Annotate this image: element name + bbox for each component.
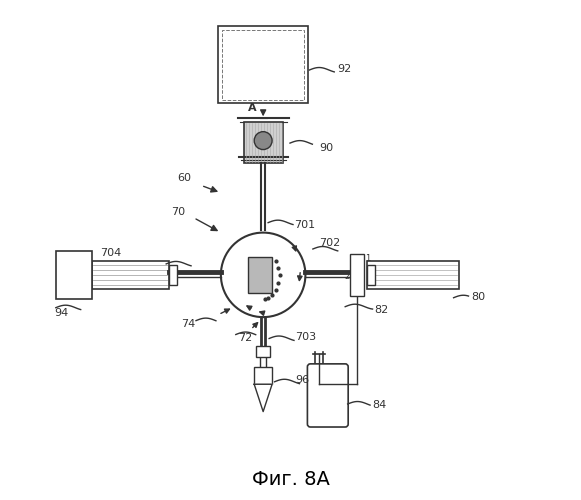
FancyBboxPatch shape — [256, 346, 270, 357]
FancyBboxPatch shape — [307, 364, 348, 427]
Text: Фиг. 8A: Фиг. 8A — [252, 470, 329, 489]
Polygon shape — [254, 384, 272, 411]
FancyBboxPatch shape — [56, 251, 92, 298]
Text: 702: 702 — [320, 238, 340, 248]
FancyBboxPatch shape — [254, 367, 272, 384]
Text: 2: 2 — [344, 272, 349, 281]
Text: 60: 60 — [177, 174, 191, 184]
Text: 84: 84 — [372, 400, 387, 410]
Text: A: A — [248, 104, 257, 114]
Text: 704: 704 — [101, 248, 122, 258]
Text: 703: 703 — [296, 332, 317, 342]
Text: 1: 1 — [365, 254, 370, 264]
FancyBboxPatch shape — [244, 122, 282, 163]
Text: 701: 701 — [295, 220, 315, 230]
FancyBboxPatch shape — [218, 26, 308, 104]
Text: 70: 70 — [171, 207, 185, 217]
FancyBboxPatch shape — [92, 261, 168, 289]
Text: 72: 72 — [238, 333, 253, 343]
Text: 96: 96 — [296, 375, 310, 385]
FancyBboxPatch shape — [168, 265, 177, 285]
Text: 82: 82 — [374, 305, 388, 315]
FancyBboxPatch shape — [248, 257, 272, 293]
Text: 74: 74 — [181, 319, 195, 329]
FancyBboxPatch shape — [367, 261, 458, 289]
Circle shape — [221, 232, 306, 317]
Text: 92: 92 — [337, 64, 352, 74]
FancyBboxPatch shape — [367, 265, 375, 285]
Text: 90: 90 — [320, 142, 333, 152]
FancyBboxPatch shape — [350, 254, 364, 296]
Circle shape — [254, 132, 272, 150]
Text: 80: 80 — [471, 292, 485, 302]
Text: 94: 94 — [54, 308, 69, 318]
